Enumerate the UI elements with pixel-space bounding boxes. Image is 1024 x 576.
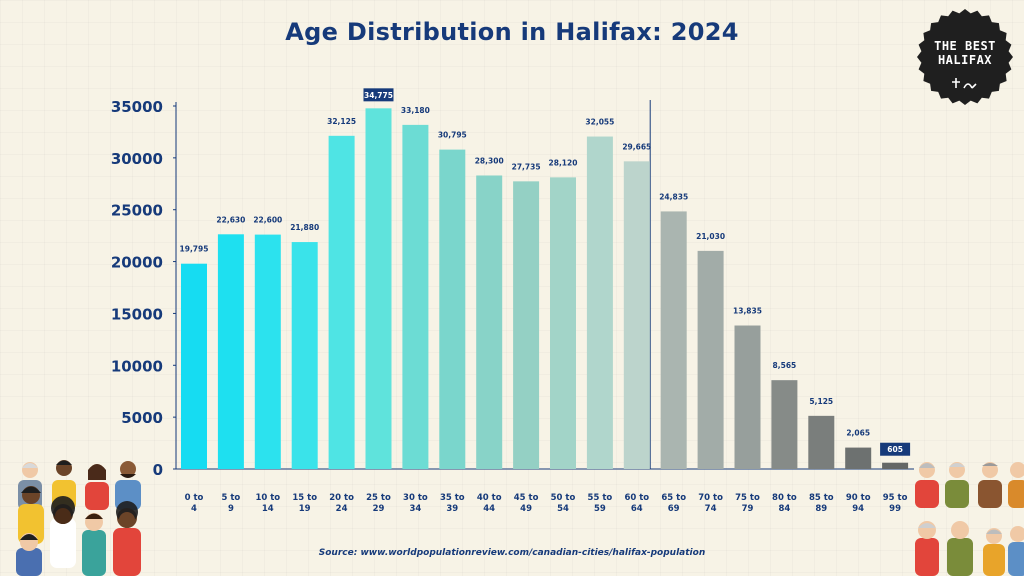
x-tick-label: 54 xyxy=(557,504,569,514)
x-tick-label: 85 to xyxy=(809,493,834,503)
x-tick-label: 69 xyxy=(668,504,680,514)
value-label: 19,795 xyxy=(180,245,209,254)
y-tick-label: 35000 xyxy=(111,98,163,116)
bar-7 xyxy=(439,149,466,469)
value-label: 33,180 xyxy=(401,106,430,115)
bar-18 xyxy=(845,447,872,469)
value-label: 22,600 xyxy=(253,216,282,225)
y-tick-label: 10000 xyxy=(111,357,163,375)
x-tick-label: 74 xyxy=(705,504,717,514)
value-label: 32,055 xyxy=(585,118,614,127)
value-label: 32,125 xyxy=(327,117,356,126)
x-tick-label: 19 xyxy=(299,504,311,514)
x-tick-label: 80 to xyxy=(772,493,797,503)
x-tick-label: 84 xyxy=(778,504,790,514)
x-tick-label: 10 to xyxy=(255,493,280,503)
value-label-highlight xyxy=(363,88,394,102)
y-tick-label: 5000 xyxy=(121,409,163,427)
logo-line-1: THE BEST xyxy=(934,39,996,53)
x-tick-label: 39 xyxy=(446,504,458,514)
bar-14 xyxy=(697,250,724,469)
x-tick-label: 15 to xyxy=(292,493,317,503)
x-tick-label: 90 to xyxy=(846,493,871,503)
y-tick-label: 15000 xyxy=(111,305,163,323)
y-tick-label: 0 xyxy=(153,461,163,479)
value-label: 34,775 xyxy=(364,91,393,100)
value-label: 22,630 xyxy=(216,215,245,224)
young-people-illustration xyxy=(16,460,141,576)
bar-11 xyxy=(586,136,613,469)
value-label: 13,835 xyxy=(733,307,762,316)
bar-9 xyxy=(513,181,540,469)
x-tick-label: 70 to xyxy=(698,493,723,503)
value-label: 21,030 xyxy=(696,232,725,241)
x-tick-label: 9 xyxy=(228,504,234,514)
bar-12 xyxy=(623,161,650,469)
value-label: 8,565 xyxy=(773,361,797,370)
x-tick-label: 34 xyxy=(409,504,421,514)
senior-people-illustration xyxy=(915,462,1024,576)
x-tick-label: 4 xyxy=(191,504,197,514)
logo-badge-shape xyxy=(917,9,1013,105)
chart-title: Age Distribution in Halifax: 2024 xyxy=(285,18,739,46)
x-tick-label: 35 to xyxy=(440,493,465,503)
bar-17 xyxy=(808,415,835,469)
bar-3 xyxy=(291,242,318,469)
bar-10 xyxy=(550,177,576,470)
value-label: 2,065 xyxy=(846,429,870,438)
bar-2 xyxy=(254,234,281,469)
x-tick-label: 24 xyxy=(336,504,348,514)
value-label: 21,880 xyxy=(290,223,319,232)
value-label: 30,795 xyxy=(438,131,467,140)
bar-13 xyxy=(660,211,687,469)
x-tick-label: 94 xyxy=(852,504,864,514)
x-tick-label: 99 xyxy=(889,504,901,514)
bar-6 xyxy=(402,124,429,469)
bar-1 xyxy=(217,234,244,469)
x-tick-label: 40 to xyxy=(477,493,502,503)
x-tick-label: 64 xyxy=(631,504,643,514)
x-tick-label: 60 to xyxy=(624,493,649,503)
value-label: 27,735 xyxy=(512,162,541,171)
x-tick-label: 45 to xyxy=(514,493,539,503)
x-tick-label: 14 xyxy=(262,504,274,514)
logo-line-2: HALIFAX xyxy=(937,53,993,67)
x-tick-label: 89 xyxy=(815,504,827,514)
x-tick-label: 0 to xyxy=(185,493,204,503)
x-tick-label: 49 xyxy=(520,504,532,514)
x-tick-label: 50 to xyxy=(551,493,576,503)
bar-0 xyxy=(181,263,207,469)
bar-15 xyxy=(734,325,761,469)
x-tick-label: 75 to xyxy=(735,493,760,503)
x-tick-label: 29 xyxy=(373,504,385,514)
x-tick-label: 55 to xyxy=(588,493,613,503)
value-label-highlight xyxy=(880,442,911,456)
value-label: 24,835 xyxy=(659,192,688,201)
bar-5 xyxy=(365,108,392,470)
y-tick-label: 30000 xyxy=(111,150,163,168)
the-best-halifax-logo[interactable]: THE BEST HALIFAX xyxy=(916,8,1014,106)
x-tick-label: 59 xyxy=(594,504,606,514)
y-tick-label: 25000 xyxy=(111,202,163,220)
source-note: Source: www.worldpopulationreview.com/ca… xyxy=(318,548,706,558)
value-label: 605 xyxy=(887,445,903,454)
value-label: 28,300 xyxy=(475,156,504,165)
x-tick-label: 65 to xyxy=(661,493,686,503)
bar-16 xyxy=(771,380,798,469)
bar-4 xyxy=(328,135,355,469)
bar-19 xyxy=(882,462,909,469)
x-tick-label: 95 to xyxy=(883,493,908,503)
value-label: 5,125 xyxy=(809,397,833,406)
value-label: 29,665 xyxy=(622,142,651,151)
y-tick-label: 20000 xyxy=(111,254,163,272)
x-tick-label: 20 to xyxy=(329,493,354,503)
x-tick-label: 25 to xyxy=(366,493,391,503)
x-tick-label: 5 to xyxy=(222,493,241,503)
x-tick-label: 44 xyxy=(483,504,495,514)
value-label: 28,120 xyxy=(549,158,578,167)
x-tick-label: 30 to xyxy=(403,493,428,503)
bar-8 xyxy=(476,175,503,469)
x-tick-label: 79 xyxy=(742,504,754,514)
